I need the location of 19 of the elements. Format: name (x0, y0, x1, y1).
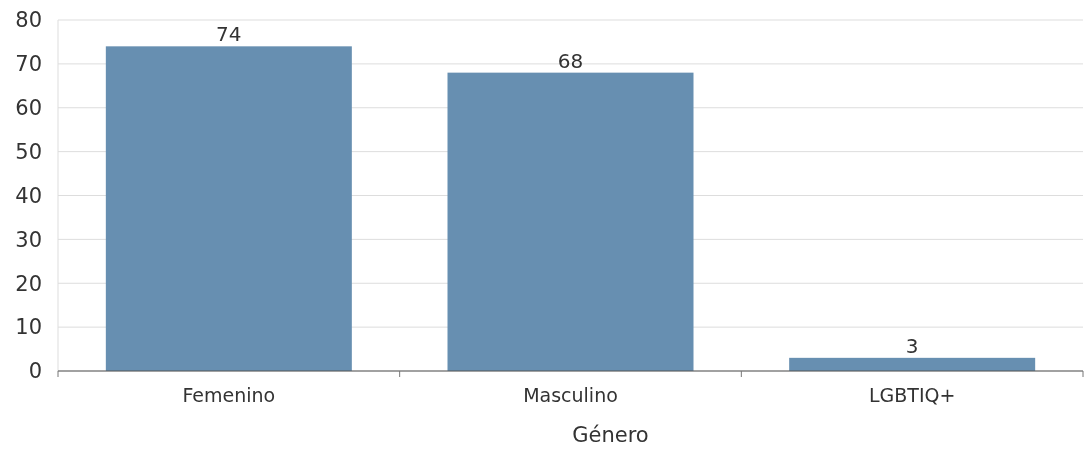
y-tick-label: 10 (15, 315, 42, 340)
y-tick-label: 50 (15, 139, 42, 164)
y-tick-label: 70 (15, 52, 42, 77)
y-tick-label: 40 (15, 183, 42, 208)
x-axis-title: Género (572, 423, 649, 447)
bar (447, 72, 694, 371)
x-tick-label: Masculino (523, 384, 618, 406)
y-tick-label: 30 (15, 227, 42, 252)
bar (789, 357, 1036, 371)
x-tick-label: Femenino (182, 384, 276, 406)
y-tick-label: 80 (15, 8, 42, 33)
y-tick-label: 0 (28, 359, 42, 384)
bar (105, 46, 352, 371)
y-tick-label: 60 (15, 96, 42, 121)
data-label: 68 (557, 48, 584, 73)
data-label: 74 (216, 22, 242, 47)
y-tick-label: 20 (15, 271, 42, 296)
data-label: 3 (905, 333, 919, 358)
x-tick-label: LGBTIQ+ (868, 384, 956, 406)
